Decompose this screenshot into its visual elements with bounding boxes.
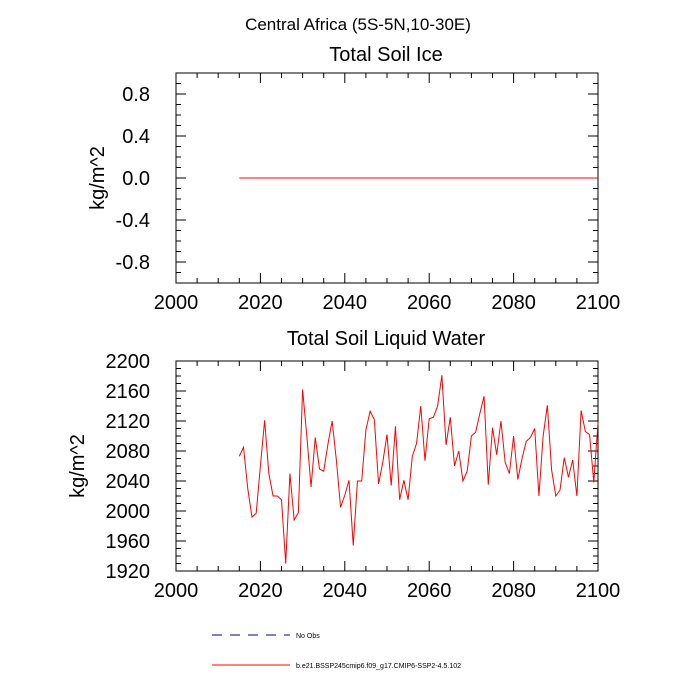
y-tick-label: 2000 bbox=[106, 501, 151, 523]
y-tick-label: 1960 bbox=[106, 531, 151, 553]
y-tick-label: 2120 bbox=[106, 411, 151, 433]
tick-marks bbox=[175, 360, 599, 572]
y-tick-label: 2040 bbox=[106, 471, 151, 493]
y-tick-label: 0.0 bbox=[122, 168, 150, 190]
y-axis-label: kg/m^2 bbox=[67, 434, 89, 498]
x-tick-labels: 2000 2020 2040 2060 2080 2100 bbox=[154, 292, 621, 314]
x-tick-label: 2100 bbox=[576, 580, 621, 602]
y-tick-labels: 1920 1960 2000 2040 2080 2120 2160 2200 bbox=[106, 351, 151, 583]
y-tick-label: 2080 bbox=[106, 441, 151, 463]
legend-label-model: b.e21.BSSP245cmip6.f09_g17.CMIP6-SSP2-4.… bbox=[296, 663, 461, 670]
y-tick-label: -0.8 bbox=[116, 252, 150, 274]
x-tick-label: 2060 bbox=[407, 292, 452, 314]
y-tick-label: 2160 bbox=[106, 381, 151, 403]
legend-label-no-obs: No Obs bbox=[296, 633, 320, 640]
x-tick-label: 2080 bbox=[491, 292, 536, 314]
panel-total-soil-liquid-water: Total Soil Liquid Water kg/m^2 2000 2020 2… bbox=[67, 328, 620, 602]
figure-title: Central Africa (5S-5N,10-30E) bbox=[245, 15, 471, 34]
y-tick-label: 0.4 bbox=[122, 126, 150, 148]
plot-frame bbox=[175, 360, 599, 572]
x-tick-label: 2020 bbox=[238, 580, 283, 602]
panel-title: Total Soil Liquid Water bbox=[287, 328, 486, 350]
panel-title: Total Soil Ice bbox=[329, 44, 442, 66]
x-tick-labels: 2000 2020 2040 2060 2080 2100 bbox=[154, 580, 621, 602]
x-tick-label: 2000 bbox=[154, 580, 199, 602]
data-lines bbox=[238, 375, 599, 564]
y-tick-label: 2200 bbox=[106, 351, 151, 373]
y-tick-labels: -0.8 -0.4 0.0 0.4 0.8 bbox=[116, 84, 150, 274]
x-tick-label: 2020 bbox=[238, 292, 283, 314]
series-line bbox=[238, 375, 599, 564]
x-tick-label: 2100 bbox=[576, 292, 621, 314]
panel-total-soil-ice: Total Soil Ice kg/m^2 2000 2020 2040 2060 20… bbox=[87, 44, 620, 314]
x-tick-label: 2040 bbox=[323, 580, 368, 602]
tick-marks bbox=[175, 72, 599, 284]
y-axis-label: kg/m^2 bbox=[87, 146, 109, 210]
legend: No Obs b.e21.BSSP245cmip6.f09_g17.CMIP6-… bbox=[212, 633, 461, 670]
y-tick-label: 0.8 bbox=[122, 84, 150, 106]
x-tick-label: 2060 bbox=[407, 580, 452, 602]
x-tick-label: 2040 bbox=[323, 292, 368, 314]
x-tick-label: 2080 bbox=[491, 580, 536, 602]
x-tick-label: 2000 bbox=[154, 292, 199, 314]
y-tick-label: -0.4 bbox=[116, 210, 150, 232]
y-tick-label: 1920 bbox=[106, 561, 151, 583]
